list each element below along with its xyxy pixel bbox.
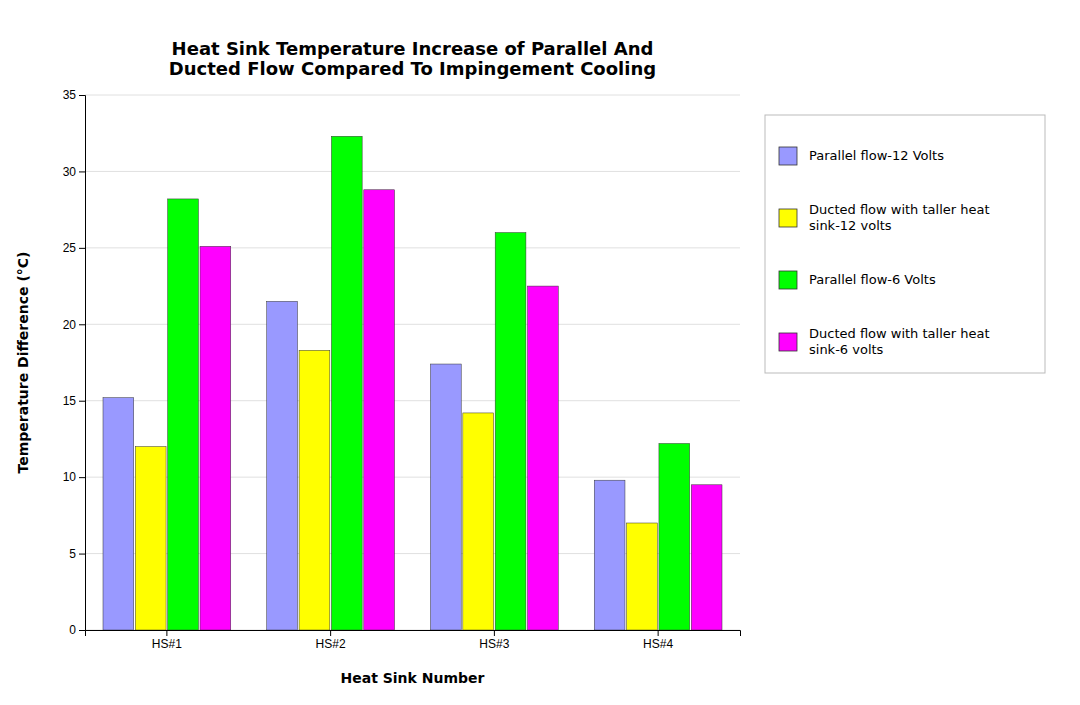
legend-label: Parallel flow-6 Volts	[809, 272, 936, 287]
bars	[103, 136, 722, 630]
y-tick: 20	[63, 318, 85, 332]
x-tick-label: HS#2	[316, 637, 346, 651]
y-tick-label: 0	[69, 623, 76, 637]
bar	[135, 447, 166, 630]
y-tick: 25	[63, 241, 85, 255]
x-tick: HS#2	[316, 630, 346, 651]
legend-swatch	[779, 209, 797, 227]
text-line: Ducted flow with taller heat	[809, 326, 990, 341]
text-line: sink-6 volts	[809, 342, 884, 357]
bar	[594, 480, 625, 630]
x-axis-line	[86, 631, 741, 637]
y-tick-mark	[79, 248, 85, 249]
y-tick-mark	[79, 630, 85, 631]
bar	[627, 523, 658, 630]
bar	[331, 136, 362, 630]
bar	[200, 246, 231, 630]
y-tick: 5	[69, 547, 85, 561]
bar	[691, 485, 722, 630]
chart: 0 5 10 15 20 25 30 35 HS#1 HS#2 HS#3 HS#4 Heat Sink …	[0, 0, 1080, 705]
grid-line	[85, 95, 740, 96]
bar	[299, 350, 330, 630]
y-tick: 30	[63, 165, 85, 179]
y-tick: 15	[63, 394, 85, 408]
text-line: Parallel flow-6 Volts	[809, 272, 936, 287]
legend-label: Ducted flow with taller heatsink-12 volt…	[809, 202, 990, 233]
legend-swatch	[779, 271, 797, 289]
bar	[364, 190, 395, 630]
legend-entry: Ducted flow with taller heatsink-12 volt…	[779, 202, 990, 233]
y-tick-mark	[79, 95, 85, 96]
legend-entry: Parallel flow-6 Volts	[779, 271, 936, 289]
x-tick: HS#1	[152, 630, 182, 651]
text-line: Heat Sink Temperature Increase of Parall…	[172, 38, 654, 59]
y-tick-mark	[79, 171, 85, 172]
y-tick-label: 5	[69, 547, 76, 561]
x-axis-title: Heat Sink Number	[341, 670, 485, 686]
y-tick-label: 35	[63, 88, 77, 102]
y-tick: 35	[63, 88, 85, 102]
y-tick-label: 10	[63, 470, 77, 484]
legend-label: Parallel flow-12 Volts	[809, 148, 944, 163]
legend-box	[765, 115, 1045, 373]
bar	[659, 444, 690, 630]
x-tick: HS#4	[643, 630, 673, 651]
x-tick-mark	[494, 630, 495, 636]
y-axis-title: Temperature Difference (°C)	[15, 252, 31, 474]
x-tick: HS#3	[479, 630, 509, 651]
legend-swatch	[779, 333, 797, 351]
y-tick-mark	[79, 324, 85, 325]
text-line: Ducted flow with taller heat	[809, 202, 990, 217]
legend-entry: Parallel flow-12 Volts	[779, 147, 944, 165]
x-tick-label: HS#4	[643, 637, 673, 651]
text-line: Ducted Flow Compared To Impingement Cool…	[169, 58, 656, 79]
x-tick-mark	[166, 630, 167, 636]
bar-series	[168, 136, 690, 630]
x-tick-mark	[658, 630, 659, 636]
text-line: Parallel flow-12 Volts	[809, 148, 944, 163]
y-tick-mark	[79, 554, 85, 555]
bar	[430, 364, 461, 630]
bar	[528, 286, 559, 630]
title: Heat Sink Temperature Increase of Parall…	[169, 38, 656, 79]
bar	[463, 413, 494, 630]
legend: Parallel flow-12 Volts Ducted flow with t…	[765, 115, 1045, 373]
x-axis: HS#1 HS#2 HS#3 HS#4	[86, 630, 741, 651]
x-tick-label: HS#1	[152, 637, 182, 651]
legend-label: Ducted flow with taller heatsink-6 volts	[809, 326, 990, 357]
y-tick-mark	[79, 477, 85, 478]
y-tick-label: 20	[63, 318, 77, 332]
bar-series	[200, 190, 722, 630]
y-axis-line	[79, 96, 86, 631]
bar	[103, 398, 134, 630]
y-axis: 0 5 10 15 20 25 30 35	[63, 88, 86, 637]
x-tick-mark	[330, 630, 331, 636]
text-line: sink-12 volts	[809, 218, 892, 233]
x-tick-label: HS#3	[479, 637, 509, 651]
grid	[85, 95, 740, 630]
y-tick: 10	[63, 470, 85, 484]
y-tick-label: 15	[63, 394, 77, 408]
y-tick-label: 25	[63, 241, 77, 255]
legend-entry: Ducted flow with taller heatsink-6 volts	[779, 326, 990, 357]
bar	[267, 301, 298, 630]
y-tick-label: 30	[63, 165, 77, 179]
plot: 0 5 10 15 20 25 30 35 HS#1 HS#2 HS#3 HS#4	[63, 88, 741, 650]
legend-swatch	[779, 147, 797, 165]
y-tick-mark	[79, 401, 85, 402]
bar	[495, 233, 526, 630]
bar	[168, 199, 199, 630]
y-tick: 0	[69, 623, 85, 637]
grid-line	[85, 171, 740, 172]
